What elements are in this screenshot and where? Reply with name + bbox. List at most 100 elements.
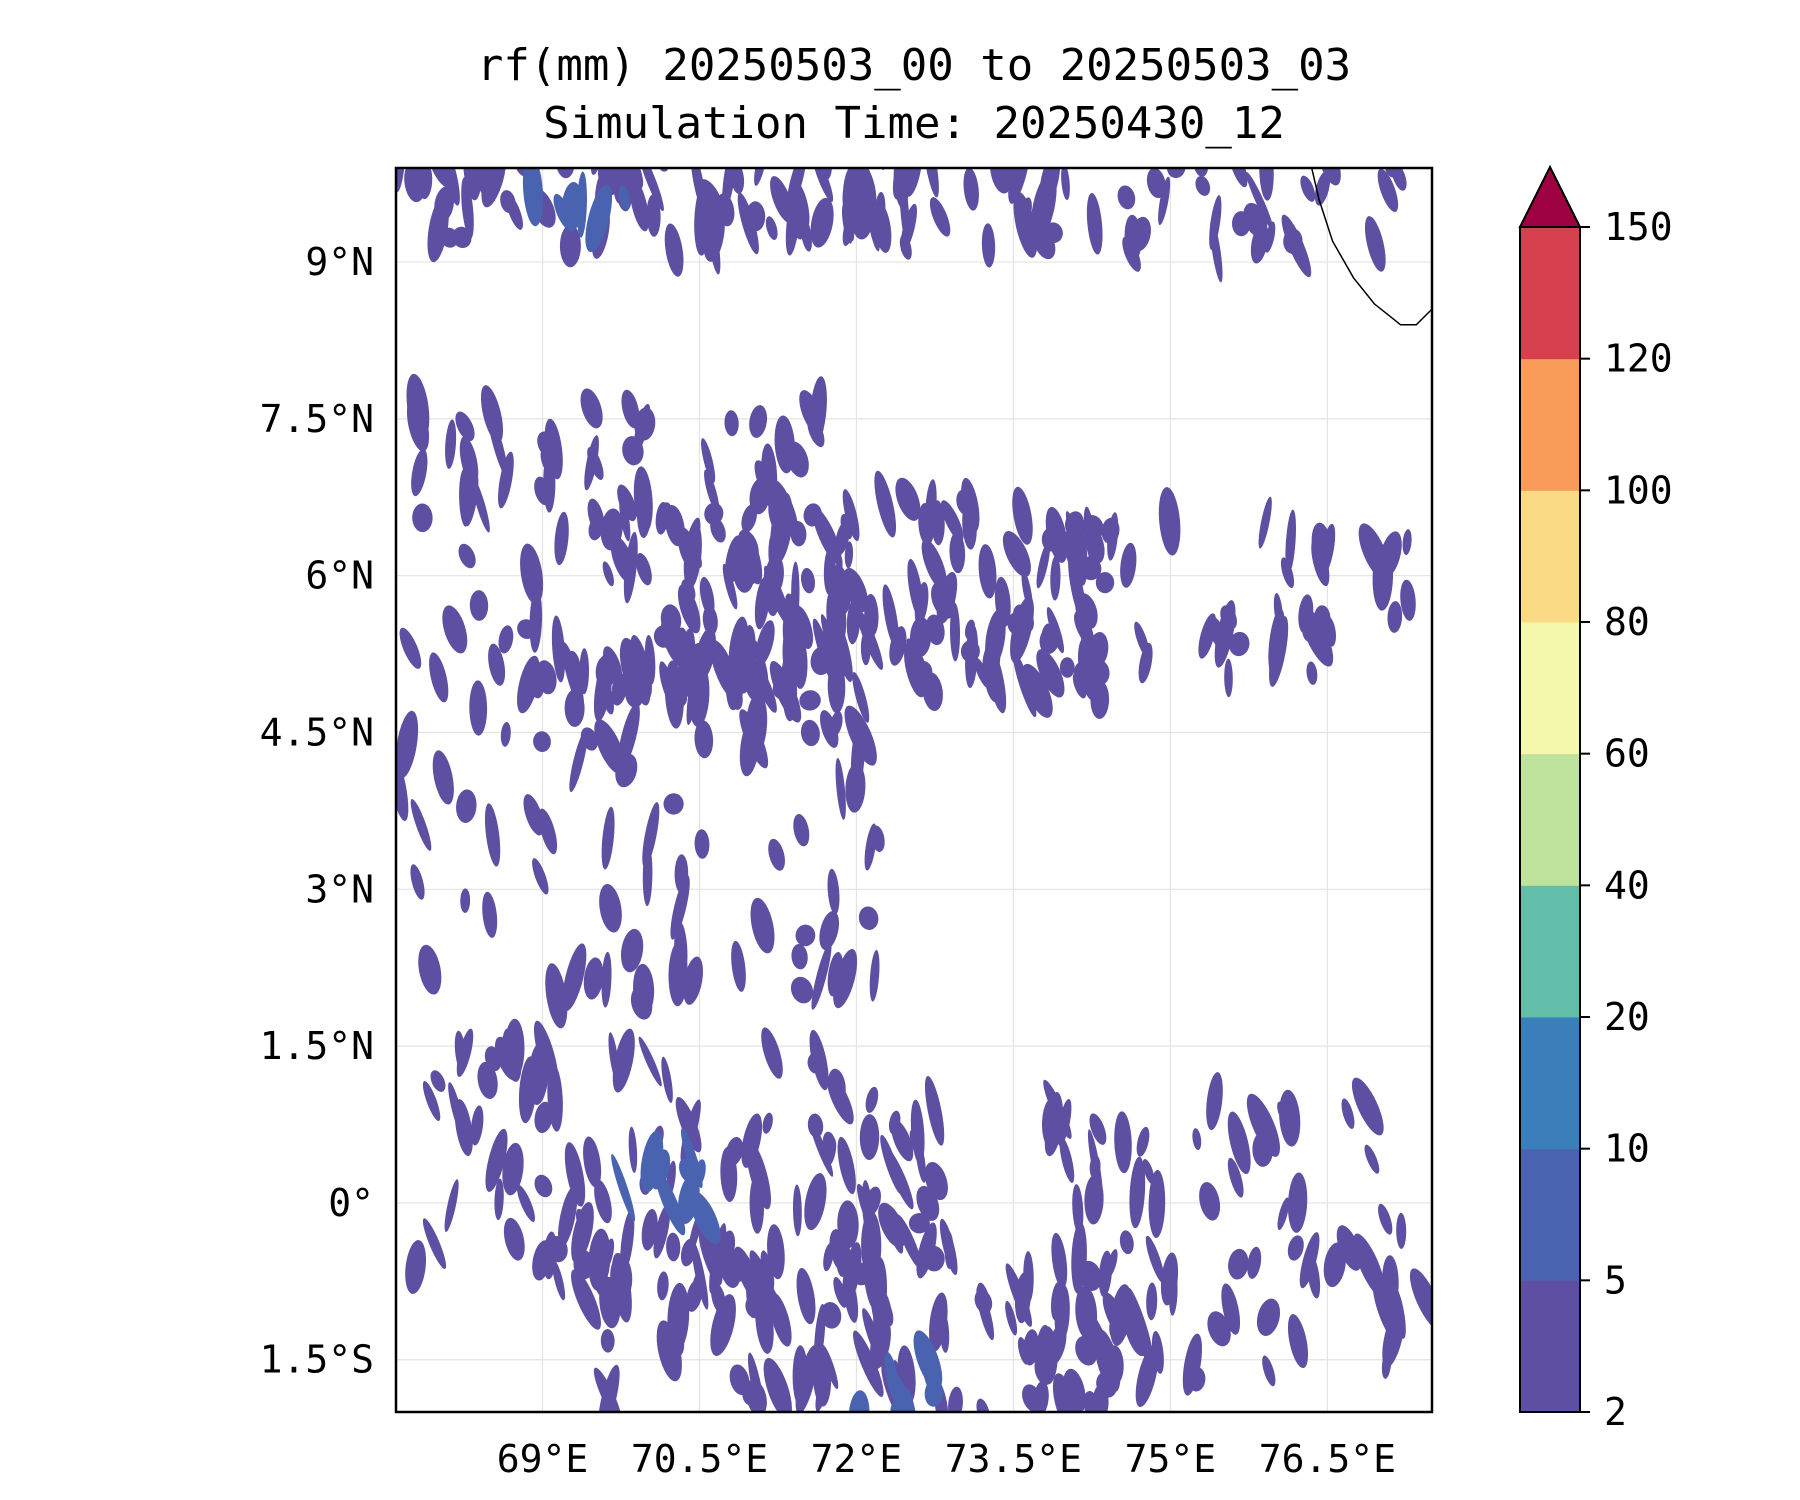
rain-cell [1381, 1349, 1392, 1379]
rain-cell [844, 541, 854, 569]
rain-cell [1158, 176, 1171, 226]
rain-cell [814, 1303, 826, 1367]
rain-cell [277, 659, 290, 688]
rain-cell [676, 145, 692, 169]
rain-cell [1061, 168, 1070, 201]
lon-tick-label: 73.5°E [945, 1437, 1082, 1481]
rain-cell [949, 602, 961, 662]
rain-cell [1482, 510, 1495, 559]
rain-cell [733, 168, 745, 184]
rain-cell [728, 1257, 745, 1282]
rain-cell [795, 924, 816, 947]
rain-cell [273, 479, 297, 524]
rain-cell [405, 1240, 427, 1294]
rain-cell [1158, 487, 1181, 556]
rain-cell [924, 1075, 945, 1146]
rain-cell [276, 658, 289, 685]
rain-cell [359, 617, 377, 662]
rain-cell [827, 868, 840, 915]
rain-cell [1228, 168, 1248, 188]
lat-tick-label: 4.5°N [260, 711, 374, 755]
rain-cell [826, 592, 843, 662]
rain-cell [1351, 1077, 1384, 1136]
rain-cell [1277, 1101, 1288, 1123]
rain-cell [765, 216, 778, 240]
rain-cell [1336, 1225, 1362, 1271]
rain-cell [1002, 531, 1031, 577]
rain-cell [620, 928, 644, 973]
rain-cell [635, 553, 652, 586]
rain-cell [310, 657, 332, 712]
rain-cell [1059, 1137, 1075, 1183]
map-frame [394, 166, 1434, 1414]
rain-cell [694, 720, 714, 759]
rain-cell [819, 710, 839, 748]
rain-cell [287, 984, 312, 1016]
rain-cell [940, 500, 964, 542]
rain-cell [411, 448, 428, 497]
rain-cell [284, 597, 303, 623]
rain-cell [1030, 172, 1057, 242]
rain-cell [710, 640, 739, 700]
rain-cell [746, 1276, 756, 1318]
rain-cell [1051, 1232, 1068, 1289]
rain-cell [1120, 542, 1137, 588]
rain-cell [241, 488, 267, 524]
lon-tick-label: 75°E [1125, 1437, 1217, 1481]
rain-cell [1479, 638, 1489, 662]
rain-cell [444, 1179, 459, 1233]
rain-cell [631, 650, 651, 706]
rain-cell [749, 405, 768, 438]
rain-cell [1485, 506, 1497, 534]
rain-cell [749, 1175, 765, 1234]
lat-tick-label: 6°N [305, 554, 374, 598]
rain-cell [588, 516, 604, 541]
rain-cell [736, 555, 760, 585]
rain-cell [553, 193, 574, 231]
rain-cell [516, 1184, 536, 1222]
lon-tick-label: 76.5°E [1259, 1437, 1396, 1481]
rain-cell [674, 854, 689, 894]
rain-cell [793, 814, 810, 847]
colorbar-segment [1520, 490, 1580, 623]
rain-cell [410, 798, 432, 851]
rain-cell [557, 1186, 578, 1248]
rain-cell [1435, 589, 1459, 616]
rain-cell [965, 624, 979, 689]
rain-cell [869, 949, 880, 1002]
rain-cell [621, 389, 640, 429]
rain-cell [482, 891, 498, 938]
rain-cell [1050, 555, 1061, 601]
rain-cell [459, 436, 479, 486]
rain-cell [580, 388, 603, 429]
rain-cell [1145, 1235, 1165, 1284]
rain-cell [441, 168, 460, 206]
rain-cell [742, 1379, 763, 1406]
rain-cell [1119, 1230, 1134, 1255]
rain-cell [1320, 523, 1336, 576]
rain-cell [282, 210, 305, 272]
rain-cell [523, 794, 544, 836]
rain-cell [1084, 1174, 1104, 1225]
rain-cell [259, 665, 280, 704]
rain-cell [594, 1179, 612, 1224]
rain-cell [432, 750, 454, 805]
rain-cell [664, 660, 684, 729]
rain-cell [260, 523, 277, 546]
rain-cell [833, 948, 858, 1009]
rain-cell [1364, 216, 1386, 272]
rain-cell [655, 501, 669, 535]
rain-cell [284, 633, 305, 670]
rain-cell [978, 544, 997, 599]
rain-cell [800, 719, 820, 747]
rain-cell [796, 1267, 816, 1325]
title-line-2: Simulation Time: 20250430_12 [543, 98, 1285, 149]
rain-cell [754, 168, 768, 186]
rain-cell [683, 523, 702, 590]
rain-cell [455, 411, 475, 442]
rain-cell [534, 1174, 553, 1198]
rain-cell [410, 864, 425, 900]
rain-cell [1021, 663, 1053, 718]
rain-cell [583, 957, 604, 1000]
colorbar-segment [1520, 753, 1580, 886]
